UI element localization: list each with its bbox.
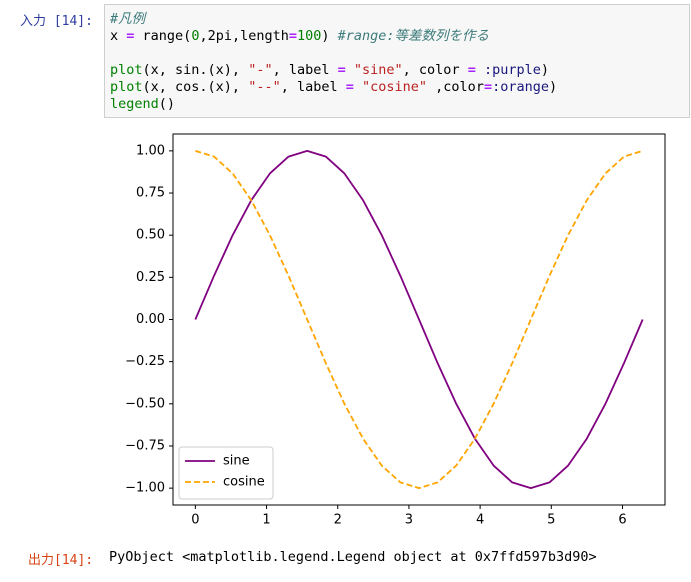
code-line: plot(x, sin.(x), "-", label = "sine", co… bbox=[110, 62, 550, 78]
y-tick-label: −1.00 bbox=[125, 481, 165, 496]
line-series bbox=[194, 149, 644, 490]
legend-box bbox=[178, 446, 274, 500]
chart: −1.00 −0.75 −0.50 −0.25 0.00 0.25 0.50 0.75 1.00… bbox=[125, 133, 666, 528]
output-text: PyObject <matplotlib.legend.Legend objec… bbox=[109, 549, 597, 565]
line-series bbox=[195, 149, 643, 490]
x-tick-label: 0 bbox=[191, 513, 199, 528]
y-tick-label: 0.75 bbox=[136, 186, 165, 201]
x-tick-label: 6 bbox=[618, 513, 626, 528]
legend-label: sine bbox=[223, 454, 250, 469]
y-tick-label: 0.50 bbox=[136, 228, 165, 243]
x-tick-label: 3 bbox=[405, 513, 413, 528]
legend-label: cosine bbox=[223, 475, 265, 490]
code-line: x = range(0,2pi,length=100) #range:等差数列を… bbox=[110, 28, 490, 44]
x-tick-label: 2 bbox=[334, 513, 342, 528]
plot-frame bbox=[172, 133, 666, 506]
y-tick-label: −0.25 bbox=[125, 354, 165, 369]
y-tick-label: 1.00 bbox=[136, 143, 165, 158]
y-tick-label: −0.75 bbox=[125, 438, 165, 453]
y-tick-label: 0.25 bbox=[136, 270, 165, 285]
x-tick-label: 1 bbox=[262, 513, 270, 528]
input-prompt: 入力 [14]: bbox=[20, 14, 93, 29]
code-line: #凡例 bbox=[110, 11, 146, 27]
x-tick-label: 5 bbox=[547, 513, 555, 528]
code-line: legend() bbox=[110, 96, 176, 112]
y-tick-label: 0.00 bbox=[136, 312, 165, 327]
code-line: plot(x, cos.(x), "--", label = "cosine" … bbox=[110, 79, 558, 95]
output-prompt: 出力[14]: bbox=[28, 553, 94, 568]
y-tick-label: −0.50 bbox=[125, 396, 165, 411]
code-cell[interactable]: #凡例 x = range(0,2pi,length=100) #range:等差… bbox=[104, 4, 690, 118]
x-tick-label: 4 bbox=[476, 513, 484, 528]
